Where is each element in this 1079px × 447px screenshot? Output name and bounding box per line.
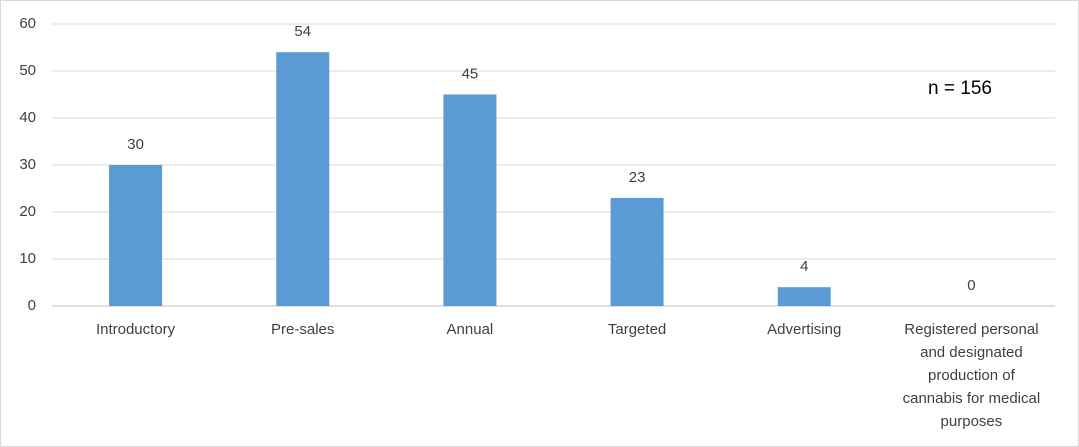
y-tick-label: 20 xyxy=(19,203,36,220)
x-tick-label: Annual xyxy=(446,321,494,338)
bar xyxy=(443,94,497,306)
x-tick-label: Registered personal and designated produ… xyxy=(902,321,1041,430)
annotation: n = 156 xyxy=(928,78,992,99)
y-tick-label: 30 xyxy=(19,156,36,173)
value-label: 45 xyxy=(462,65,479,82)
x-tick-label: Advertising xyxy=(767,321,842,338)
bar xyxy=(276,52,330,307)
bar xyxy=(109,165,163,306)
bar xyxy=(777,287,831,306)
value-label: 54 xyxy=(294,23,311,40)
value-label: 30 xyxy=(127,136,144,153)
value-label: 4 xyxy=(800,258,808,275)
y-tick-label: 0 xyxy=(28,297,36,314)
bar xyxy=(610,197,664,306)
y-tick-label: 40 xyxy=(19,109,36,126)
y-tick-label: 10 xyxy=(19,250,36,267)
value-label: 23 xyxy=(629,169,646,186)
value-label: 0 xyxy=(967,277,975,294)
x-tick-label: Pre-sales xyxy=(271,321,335,338)
x-tick-label: Introductory xyxy=(95,321,176,338)
y-tick-label: 50 xyxy=(19,62,36,79)
x-tick-label: Targeted xyxy=(607,321,667,338)
y-tick-label: 60 xyxy=(19,15,36,32)
